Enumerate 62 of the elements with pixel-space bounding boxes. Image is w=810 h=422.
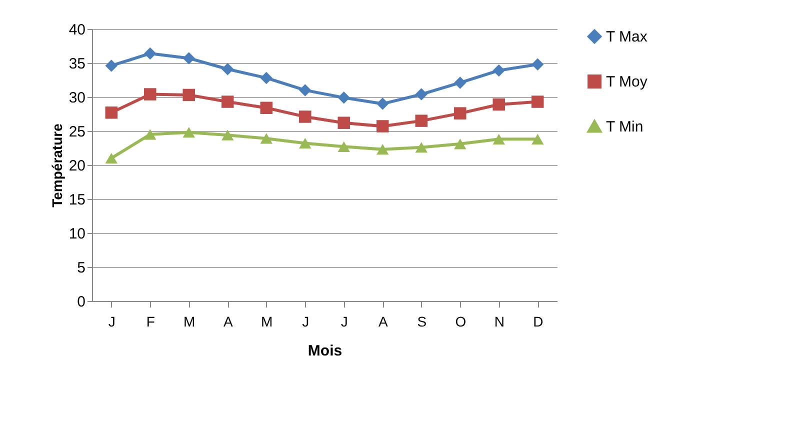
y-tick-label: 20 [68,158,86,174]
x-tick-label: J [108,314,116,330]
x-tick-label: J [340,314,348,330]
x-tick-label: O [455,314,466,330]
point [105,60,118,72]
point [454,107,466,120]
point [182,127,195,138]
point [532,58,544,70]
point [299,84,312,96]
point [222,62,234,76]
x-tick-label: N [494,314,504,330]
legend-label: T Moy [606,74,648,90]
point [415,142,428,153]
point [492,98,505,111]
point [144,47,156,60]
point [182,52,195,64]
y-tick-label: 10 [68,226,86,242]
x-axis-title: Mois [308,342,342,360]
point [454,76,466,89]
point [222,130,234,140]
point [532,96,544,108]
x-tick-label: J [302,314,310,330]
y-tick-label: 5 [77,260,86,276]
point [415,114,428,127]
point [182,88,195,102]
point [376,98,389,110]
point [454,138,466,150]
y-tick-label: 25 [68,124,86,140]
point [338,116,350,129]
y-tick-label: 35 [68,56,86,72]
x-tick-label: A [378,314,388,330]
y-tick-label: 15 [68,192,86,208]
point [299,110,312,123]
y-tick-label: 40 [68,22,86,38]
point [376,120,389,132]
point [260,102,272,114]
x-tick-label: F [146,314,155,330]
x-tick-label: A [223,314,234,330]
legend-label: T Max [606,28,648,46]
x-tick-label: M [261,314,273,330]
point [492,134,505,144]
point [299,138,312,149]
point [144,88,156,100]
point [338,92,350,104]
legend-label: T Min [606,118,644,136]
point [144,129,156,140]
y-tick-label: 0 [77,294,86,310]
point [338,141,350,152]
x-tick-label: M [184,314,196,330]
point [222,96,234,108]
point [105,106,118,119]
point [415,88,428,100]
point [492,64,505,77]
point [105,152,118,164]
x-tick-label: S [417,314,427,330]
point [260,72,272,84]
x-tick-label: D [533,314,544,330]
y-axis-title: Température [48,123,65,208]
point [532,134,544,144]
y-tick-label: 30 [68,90,86,106]
point [260,133,272,144]
point [376,144,389,155]
